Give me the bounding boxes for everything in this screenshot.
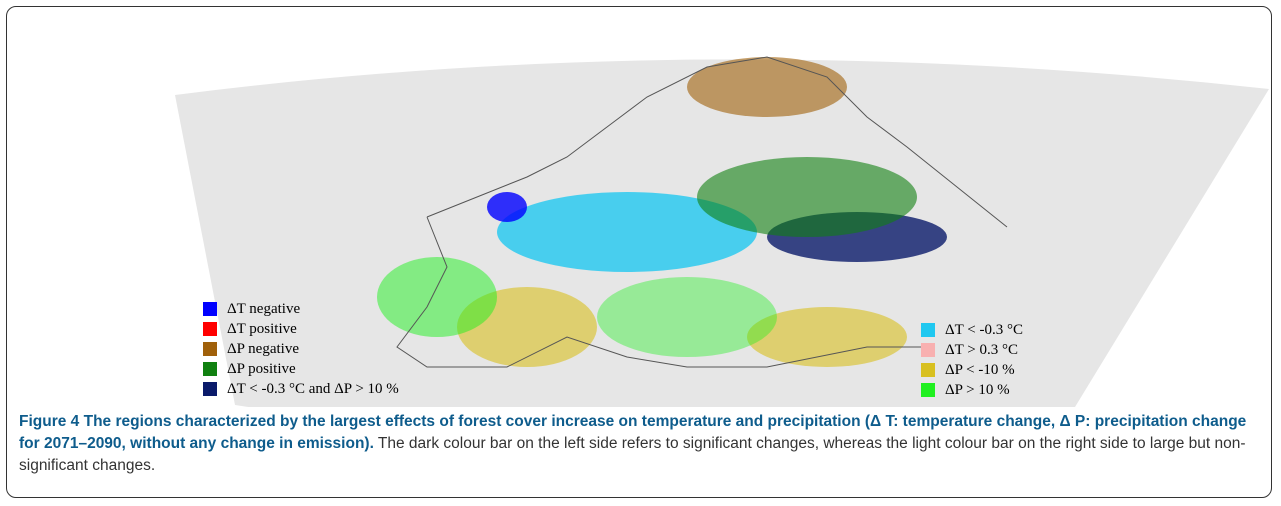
caption-title: Figure 4 The regions characterized by th… xyxy=(19,413,1247,452)
legend-label: ΔT > 0.3 °C xyxy=(945,341,1019,358)
legend-label: ΔT positive xyxy=(227,320,297,337)
coastline xyxy=(396,56,1008,368)
legend-label: ΔP positive xyxy=(227,360,296,377)
legend-swatch xyxy=(203,362,217,376)
legend-item: ΔT positive xyxy=(203,319,399,339)
legend-item: ΔP < -10 % xyxy=(921,360,1023,380)
legend-item: ΔP > 10 % xyxy=(921,380,1023,400)
legend-swatch xyxy=(203,382,217,396)
legend-label: ΔT < -0.3 °C and ΔP > 10 % xyxy=(227,380,399,397)
legend-item: ΔT negative xyxy=(203,299,399,319)
legend-item: ΔP negative xyxy=(203,339,399,359)
legend-item: ΔT > 0.3 °C xyxy=(921,340,1023,360)
legend-label: ΔP > 10 % xyxy=(945,381,1010,398)
legend-swatch xyxy=(921,363,935,377)
legend-label: ΔP < -10 % xyxy=(945,361,1015,378)
caption: Figure 4 The regions characterized by th… xyxy=(19,411,1259,477)
legend-item: ΔP positive xyxy=(203,359,399,379)
legend-right: ΔT < -0.3 °C ΔT > 0.3 °C ΔP < -10 % ΔP > 10… xyxy=(921,320,1023,400)
legend-swatch xyxy=(921,343,935,357)
map xyxy=(175,56,1269,407)
legend-item: ΔT < -0.3 °C and ΔP > 10 % xyxy=(203,379,399,399)
legend-left: ΔT negative ΔT positive ΔP negative ΔP posi… xyxy=(203,299,399,399)
legend-swatch xyxy=(203,302,217,316)
legend-label: ΔT < -0.3 °C xyxy=(945,321,1023,338)
legend-swatch xyxy=(203,342,217,356)
figure-frame: ΔT negative ΔT positive ΔP negative ΔP posi… xyxy=(6,6,1272,498)
legend-label: ΔT negative xyxy=(227,300,301,317)
land-patches xyxy=(377,57,947,367)
legend-swatch xyxy=(203,322,217,336)
caption-text: The dark colour bar on the left side ref… xyxy=(19,435,1246,474)
legend-swatch xyxy=(921,323,935,337)
legend-label: ΔP negative xyxy=(227,340,299,357)
legend-item: ΔT < -0.3 °C xyxy=(921,320,1023,340)
legend-swatch xyxy=(921,383,935,397)
